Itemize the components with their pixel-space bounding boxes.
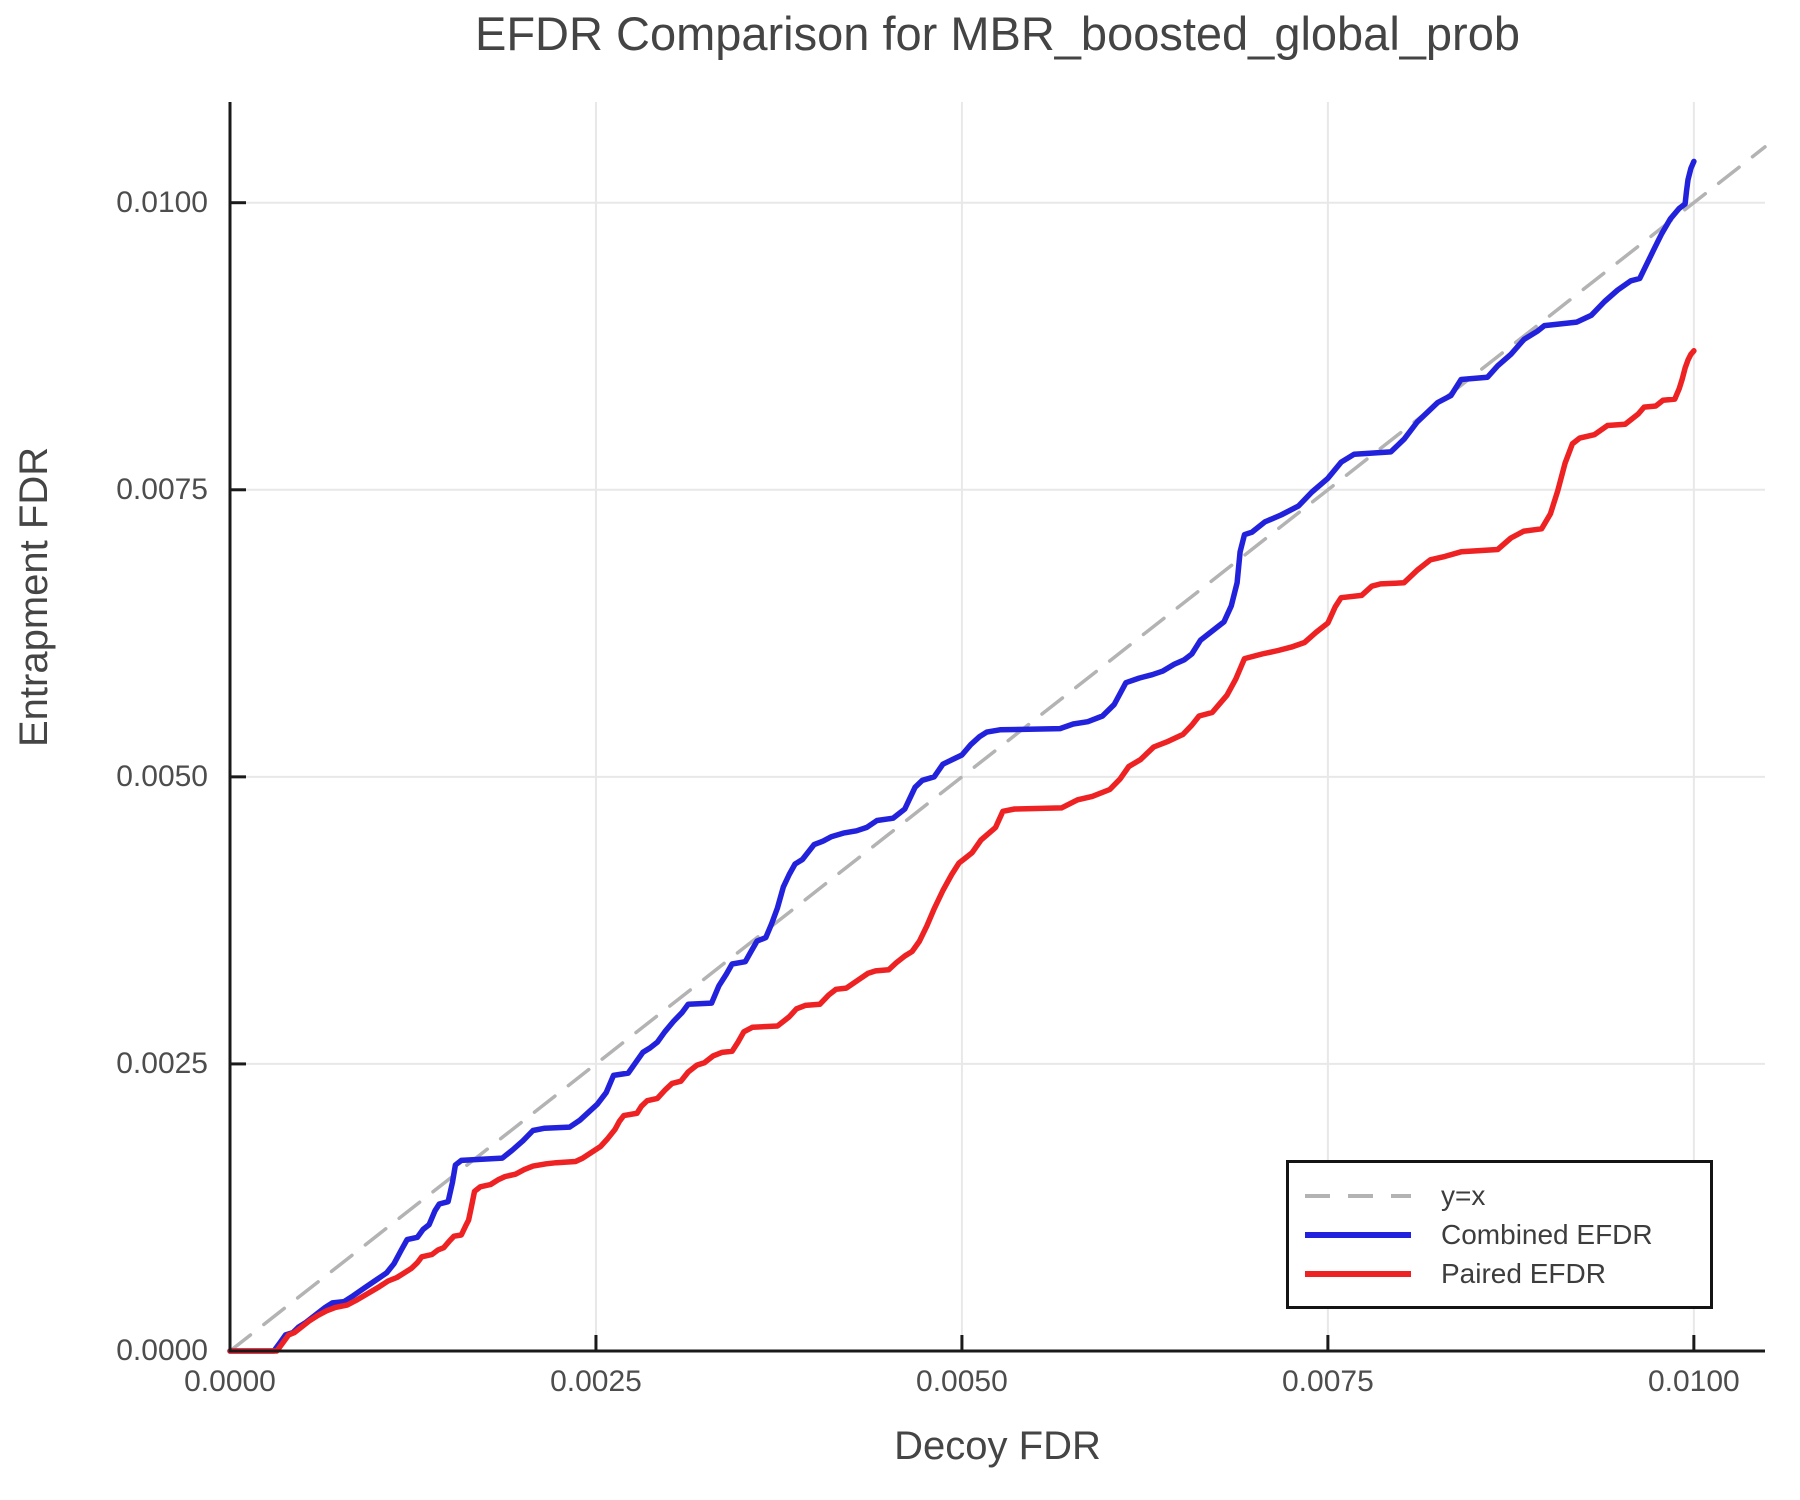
red-line-swatch <box>1305 1270 1411 1277</box>
x-tick-label: 0.0075 <box>1282 1365 1374 1398</box>
y-axis-title: Entrapment FDR <box>12 446 56 747</box>
y-tick-label: 0.0100 <box>116 185 208 219</box>
legend-item-paired: Paired EFDR <box>1305 1257 1710 1290</box>
legend-item-combined: Combined EFDR <box>1305 1218 1710 1251</box>
x-axis-title: Decoy FDR <box>894 1424 1101 1468</box>
legend: y=x Combined EFDR Paired EFDR <box>1286 1160 1713 1309</box>
x-tick-label: 0.0000 <box>184 1365 276 1398</box>
x-tick-label: 0.0025 <box>550 1365 642 1398</box>
series-y-x <box>228 145 1767 1353</box>
legend-label: Combined EFDR <box>1441 1218 1653 1250</box>
series-combined-efdr <box>227 158 1697 1354</box>
y-tick-label: 0.0075 <box>116 472 208 506</box>
chart-title: EFDR Comparison for MBR_boosted_global_p… <box>475 7 1520 60</box>
blue-line-swatch <box>1305 1231 1411 1238</box>
legend-label: y=x <box>1441 1179 1486 1211</box>
series-paired-efdr <box>227 348 1697 1354</box>
x-tick-label: 0.0100 <box>1647 1365 1740 1398</box>
y-tick-label: 0.0000 <box>116 1334 208 1367</box>
legend-label: Paired EFDR <box>1441 1257 1606 1289</box>
dashed-line-swatch <box>1305 1193 1411 1198</box>
legend-item-yx: y=x <box>1305 1179 1710 1212</box>
y-tick-label: 0.0025 <box>116 1046 208 1080</box>
y-tick-label: 0.0050 <box>116 759 208 793</box>
x-tick-label: 0.0050 <box>916 1365 1008 1398</box>
